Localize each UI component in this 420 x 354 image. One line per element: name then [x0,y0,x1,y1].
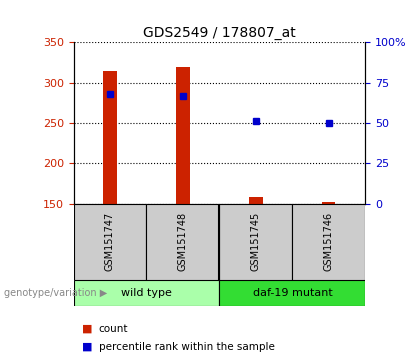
Bar [147,204,220,280]
Title: GDS2549 / 178807_at: GDS2549 / 178807_at [143,26,296,40]
Bar [249,197,262,204]
Bar [74,204,147,280]
Text: wild type: wild type [121,288,172,298]
Text: count: count [99,324,128,334]
Bar [176,67,189,204]
Text: genotype/variation ▶: genotype/variation ▶ [4,288,108,298]
Text: GSM151746: GSM151746 [324,212,334,271]
Text: GSM151747: GSM151747 [105,212,115,271]
Text: GSM151745: GSM151745 [251,212,261,271]
Text: GSM151748: GSM151748 [178,212,188,271]
Bar [74,280,220,306]
Bar [103,71,117,204]
Text: percentile rank within the sample: percentile rank within the sample [99,342,275,352]
Bar [322,202,336,204]
Text: daf-19 mutant: daf-19 mutant [252,288,332,298]
Text: ■: ■ [82,324,92,334]
Bar [292,204,365,280]
Bar [220,204,292,280]
Bar [220,280,365,306]
Text: ■: ■ [82,342,92,352]
